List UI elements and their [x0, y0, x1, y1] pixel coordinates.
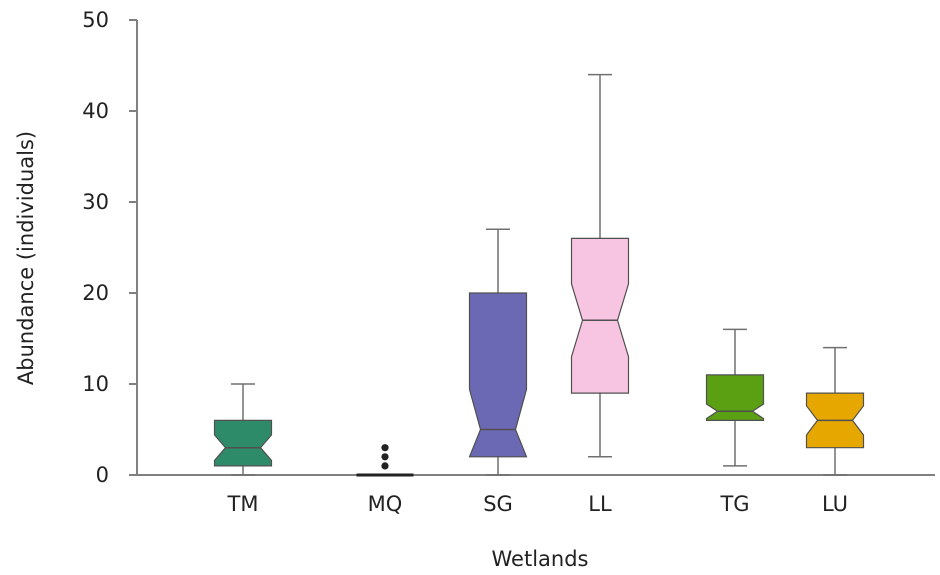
box-tm	[213, 383, 273, 476]
x-ticks: TM MQ SG LL TG LU	[227, 492, 848, 516]
box-body	[213, 419, 273, 467]
y-axis-title: Abundance (individuals)	[14, 131, 38, 385]
outlier-point	[381, 453, 389, 461]
y-tick-label: 20	[82, 281, 109, 305]
y-ticks: 0 10 20 30 40 50	[82, 8, 137, 487]
y-tick-label: 40	[82, 99, 109, 123]
x-tick-label: TG	[719, 492, 749, 516]
x-tick-label: SG	[483, 492, 513, 516]
box-body	[570, 237, 630, 394]
box-sg	[468, 228, 528, 476]
outlier-point	[381, 444, 389, 452]
y-tick-label: 30	[82, 190, 109, 214]
box-lu	[805, 346, 865, 476]
box-body	[468, 292, 528, 458]
y-tick-label: 0	[96, 463, 109, 487]
y-tick-label: 50	[82, 8, 109, 32]
box-ll	[570, 73, 630, 458]
outlier-point	[381, 462, 389, 470]
x-tick-label: MQ	[368, 492, 403, 516]
y-tick-label: 10	[82, 372, 109, 396]
x-tick-label: LL	[588, 492, 612, 516]
x-tick-label: TM	[227, 492, 259, 516]
box-body	[705, 374, 765, 421]
boxes	[213, 73, 865, 477]
box-tg	[705, 328, 765, 467]
box-mq	[356, 444, 414, 477]
x-axis-title: Wetlands	[492, 547, 589, 571]
x-tick-label: LU	[822, 492, 848, 516]
axes	[136, 20, 935, 476]
